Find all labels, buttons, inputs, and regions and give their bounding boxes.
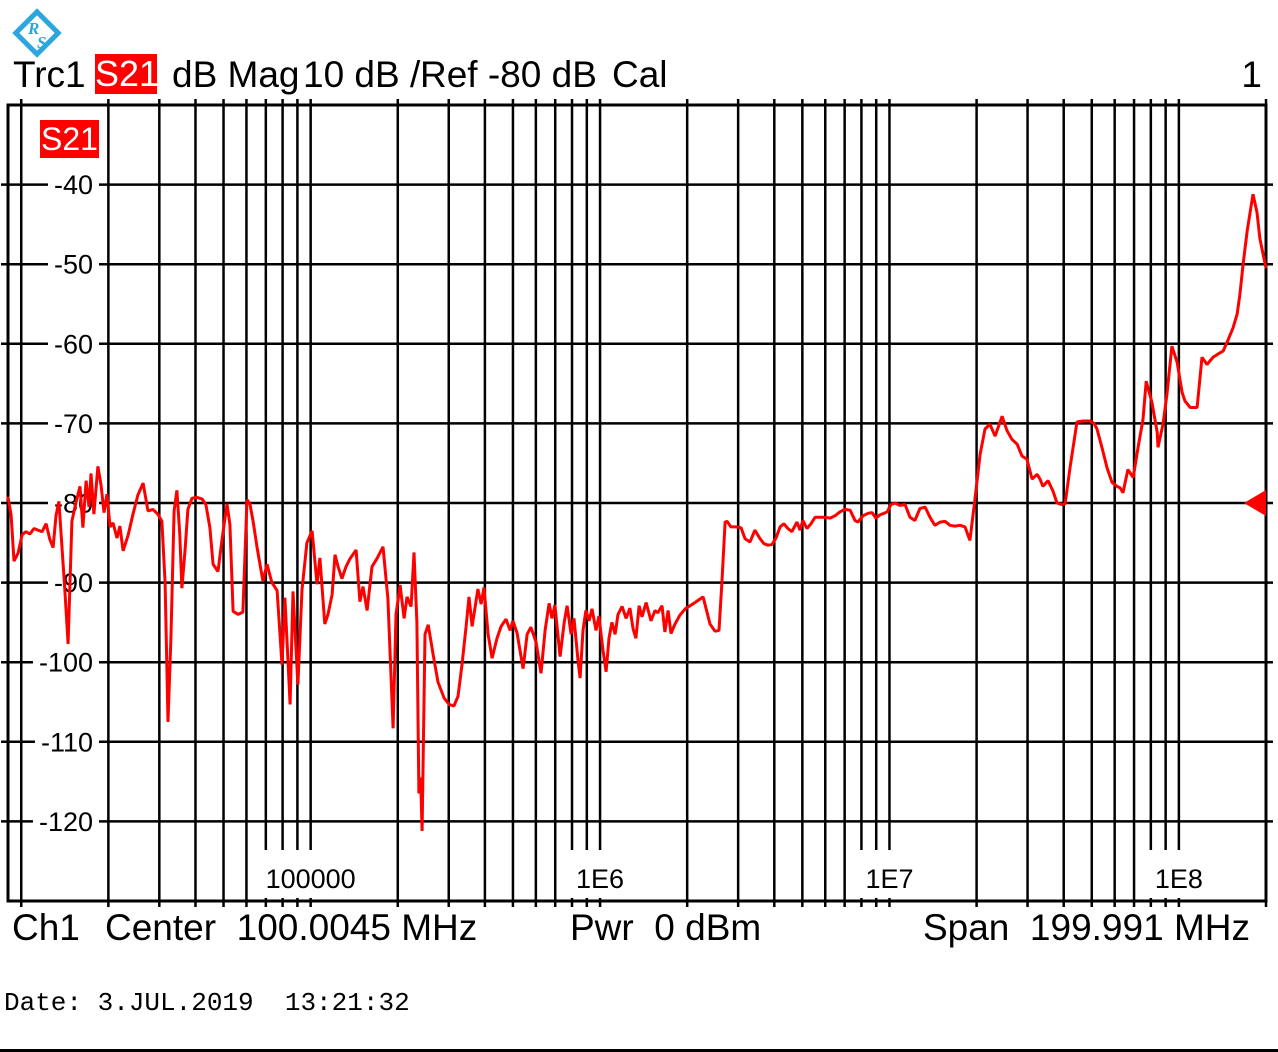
y-tick-label: -60 [54,329,93,359]
cal-status: Cal [612,54,668,95]
y-tick-label: -50 [54,250,93,280]
ref-level-marker-icon[interactable] [1244,490,1266,516]
measurement-badge[interactable]: S21 [95,53,160,94]
y-tick-label: -40 [54,170,93,200]
x-tick-label: 100000 [266,864,356,894]
y-tick-mask [47,168,99,201]
trace-label-badge[interactable]: S21 [40,120,99,158]
rs-logo-diamond [12,8,62,58]
rs-logo-r: R [27,19,39,38]
y-tick-mask [47,407,99,440]
y-tick-label: -120 [39,807,93,837]
x-tick-mask [569,850,632,898]
y-tick-label: -70 [54,409,93,439]
trace-number: 1 [1241,54,1262,95]
y-tick-mask [32,805,99,838]
x-tick-label: 1E6 [576,864,624,894]
x-tick-mask [1147,850,1210,898]
y-tick-mask [47,566,99,599]
y-tick-mask [47,248,99,281]
source-power: Pwr 0 dBm [570,907,762,948]
frequency-span: Span 199.991 MHz [922,907,1250,948]
bottom-border [0,1049,1278,1052]
scale-per-div: 10 dB / [303,54,421,95]
y-tick-label: -90 [54,568,93,598]
y-tick-mask [47,327,99,360]
y-tick-label: -100 [39,648,93,678]
x-tick-mask [258,850,363,898]
date-timestamp: Date: 3.JUL.2019 13:21:32 [4,988,410,1018]
y-tick-mask [32,646,99,679]
x-tick-mask [858,850,921,898]
y-tick-mask [34,725,99,758]
s21-trace [6,193,1268,832]
trace-format: dB Mag [172,54,300,95]
channel-label: Ch1 [12,907,80,948]
ref-level: Ref -80 dB [420,54,597,95]
trace-name: Trc1 [13,54,86,95]
y-tick-label: -110 [41,727,93,757]
x-tick-label: 1E7 [865,864,913,894]
x-tick-label: 1E8 [1155,864,1203,894]
rs-logo-s: S [37,33,46,52]
center-frequency: Center 100.0045 MHz [105,907,478,948]
rs-logo: R S [12,8,62,58]
